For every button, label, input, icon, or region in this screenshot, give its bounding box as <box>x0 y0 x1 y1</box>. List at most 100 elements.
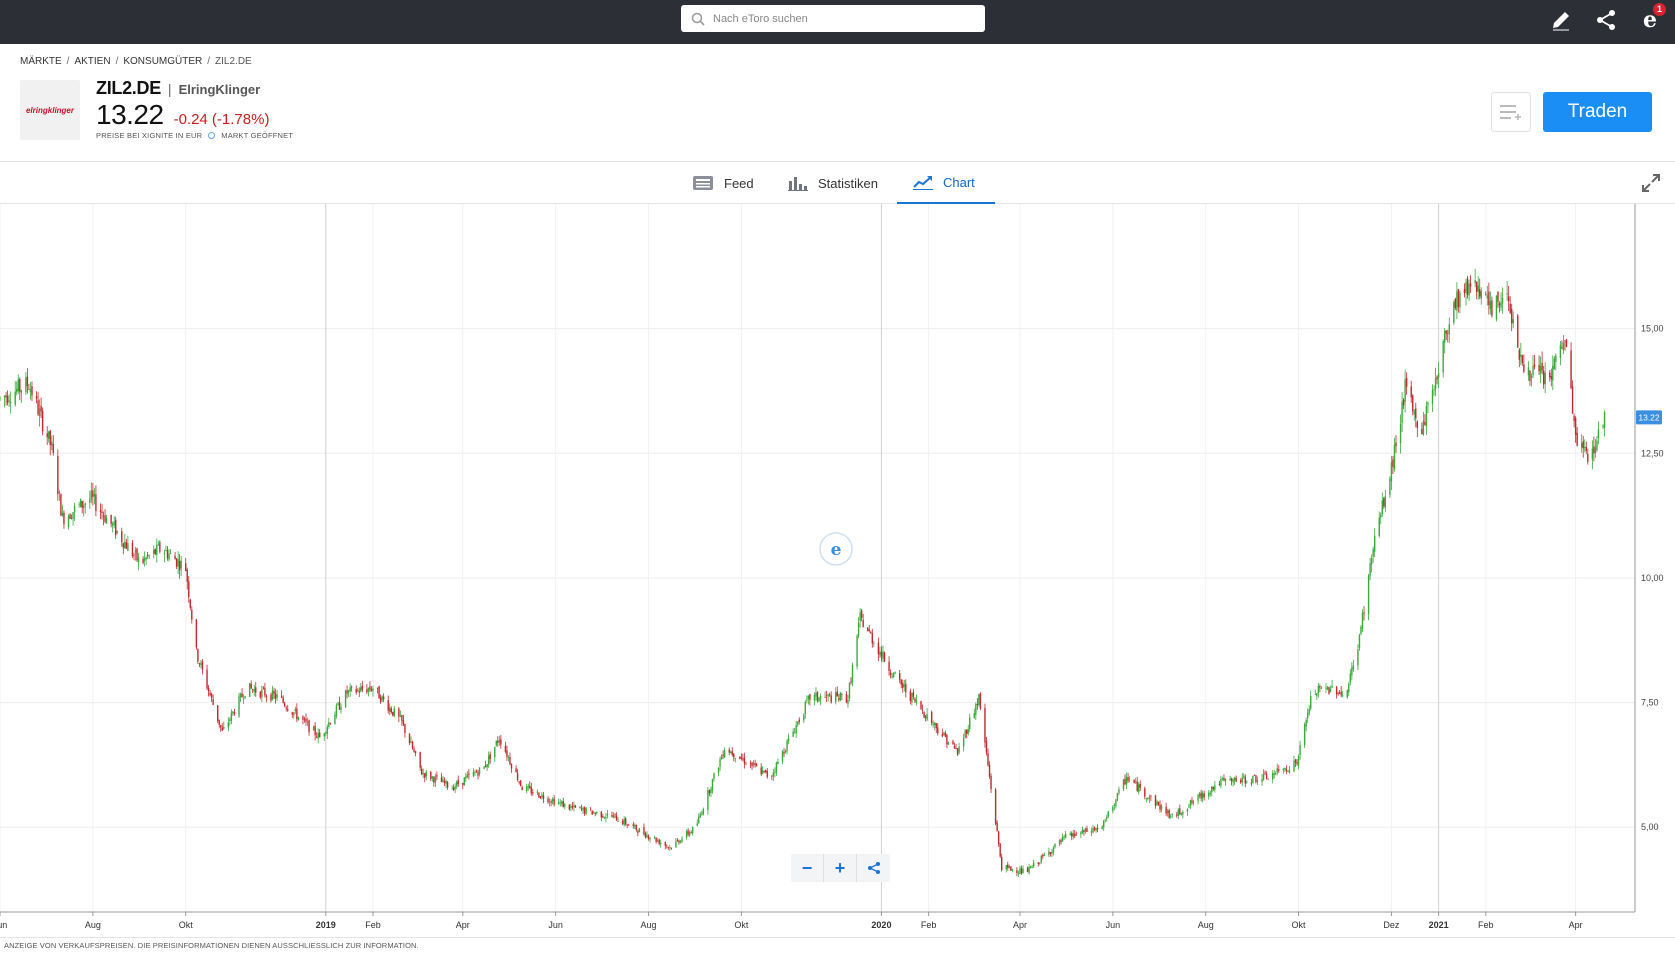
candle-body <box>102 515 105 517</box>
candle-body <box>606 813 609 816</box>
candle-body <box>1466 278 1469 295</box>
candle-body <box>188 581 190 598</box>
candle-body <box>953 745 956 748</box>
pencil-icon[interactable] <box>1547 6 1575 34</box>
candle-body <box>879 651 881 656</box>
candle-body <box>142 558 144 564</box>
candle-body <box>1282 768 1285 771</box>
candle-body <box>1328 687 1330 694</box>
candle-body <box>655 837 657 842</box>
candle-body <box>153 549 155 554</box>
candle-body <box>1445 330 1447 334</box>
candle-body <box>334 714 336 725</box>
candlestick-chart-svg[interactable]: 15,00 12,50 10,00 7,50 5,00 Jun Aug Okt 2019 Feb A… <box>0 204 1675 937</box>
candle-body <box>771 775 773 777</box>
breadcrumb-stocks[interactable]: AKTIEN <box>74 56 111 67</box>
candle-body <box>17 379 19 392</box>
share-icon[interactable] <box>1592 6 1620 34</box>
candle-body <box>302 716 304 720</box>
candle-body <box>1363 612 1365 614</box>
x-tick-label: Okt <box>734 920 749 930</box>
candle-body <box>189 599 191 608</box>
candle-body <box>1497 292 1499 302</box>
candle-body <box>159 542 161 552</box>
candle-body <box>1157 801 1160 805</box>
candle-body <box>166 550 169 559</box>
share-chart-button[interactable] <box>857 854 890 882</box>
tab-feed[interactable]: Feed <box>676 162 770 204</box>
tab-statistics[interactable]: Statistiken <box>772 162 894 204</box>
candle-body <box>792 731 794 737</box>
candle-body <box>1197 794 1199 801</box>
candle-body <box>1378 517 1380 537</box>
candle-body <box>67 516 70 527</box>
candle-body <box>583 807 586 814</box>
candle-body <box>308 720 310 733</box>
candle-body <box>124 541 126 548</box>
candle-body <box>593 812 595 814</box>
candle-body <box>880 651 883 657</box>
x-tick-label: Okt <box>1292 920 1307 930</box>
candle-body <box>420 768 423 775</box>
candle-body <box>274 693 277 699</box>
trade-button[interactable]: Traden <box>1543 92 1652 132</box>
candle-body <box>1075 834 1077 836</box>
fullscreen-icon[interactable] <box>1641 173 1661 193</box>
candle-body <box>952 741 954 745</box>
candle-body <box>947 742 950 745</box>
candle-body <box>1459 292 1461 308</box>
candle-body <box>378 686 380 699</box>
candle-body <box>510 764 513 769</box>
candle-body <box>367 688 370 692</box>
tab-chart[interactable]: Chart <box>897 162 995 204</box>
breadcrumb-consumer-goods[interactable]: KONSUMGÜTER <box>123 56 203 67</box>
zoom-out-button[interactable]: − <box>791 854 824 882</box>
etoro-notifications-icon[interactable]: e 1 <box>1636 3 1666 34</box>
candle-body <box>541 794 543 798</box>
candle-body <box>1390 462 1393 482</box>
search-box[interactable] <box>681 5 985 32</box>
candle-body <box>1405 377 1408 387</box>
candle-body <box>1510 309 1513 324</box>
breadcrumb-markets[interactable]: MÄRKTE <box>20 56 62 67</box>
candle-body <box>570 806 572 809</box>
candle-body <box>1520 354 1522 357</box>
candle-body <box>116 531 118 533</box>
candle-body <box>382 696 385 700</box>
candle-body <box>892 672 895 678</box>
search-input[interactable] <box>713 12 963 25</box>
candle-body <box>1594 447 1597 454</box>
candle-body <box>323 733 325 737</box>
candle-body <box>1220 779 1222 786</box>
price-chart[interactable]: 15,00 12,50 10,00 7,50 5,00 Jun Aug Okt 2019 Feb A… <box>0 204 1675 937</box>
candle-body <box>710 789 712 794</box>
candle-body <box>838 698 840 700</box>
candle-body <box>1486 295 1489 299</box>
candle-body <box>1039 862 1041 864</box>
candle-body <box>1425 405 1428 427</box>
candle-body <box>252 689 254 691</box>
candle-body <box>1571 386 1574 414</box>
candle-body <box>1310 695 1312 709</box>
candle-body <box>851 665 854 682</box>
zoom-in-button[interactable]: + <box>824 854 857 882</box>
company-logo: elringklinger <box>20 80 80 140</box>
candle-body <box>558 802 560 804</box>
candle-body <box>816 691 819 701</box>
candle-body <box>860 610 863 618</box>
candle-body <box>1052 847 1055 853</box>
candle-body <box>1539 366 1542 374</box>
candle-body <box>574 805 577 808</box>
candle-body <box>1349 673 1352 683</box>
candle-body <box>787 738 790 742</box>
candle-body <box>468 773 470 775</box>
add-to-watchlist-button[interactable] <box>1491 92 1531 132</box>
candle-body <box>1198 793 1201 797</box>
candle-body <box>1433 389 1435 390</box>
candle-body <box>177 559 179 567</box>
candle-body <box>1148 797 1151 799</box>
candle-body <box>1509 303 1511 313</box>
candle-body <box>328 722 330 727</box>
candle-body <box>419 751 421 768</box>
candle-body <box>956 748 959 755</box>
